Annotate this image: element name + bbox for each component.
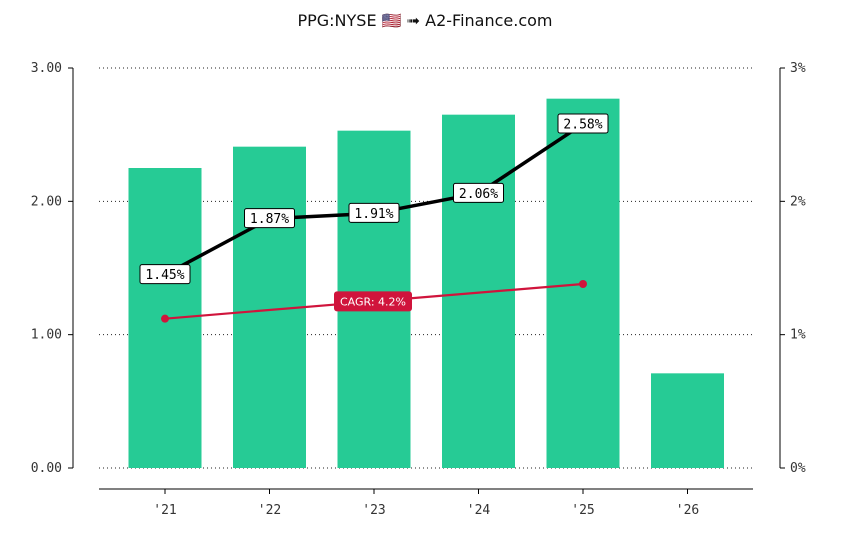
cagr-trend: CAGR: 4.2% (161, 280, 587, 323)
yield-data-label: 1.91% (354, 207, 393, 222)
chart-title: PPG:NYSE 🇺🇸 ➟ A2-Finance.com (297, 11, 553, 30)
yield-label-box (453, 182, 504, 203)
yield-label-box (244, 208, 295, 229)
yield-label-box (348, 202, 400, 223)
yield-series: 1.45% 1.87% 1.91% 2.06% 2.58% (139, 113, 609, 285)
x-tick-label: '21 (153, 503, 176, 518)
x-tick-label: '24 (467, 503, 491, 518)
cagr-end-point (579, 280, 587, 288)
y-tick-label-right: 3% (790, 61, 806, 76)
cagr-label: CAGR: 4.2% (340, 295, 406, 308)
yield-data-label: 2.58% (563, 118, 602, 133)
yield-label-box (139, 264, 191, 285)
axes (72, 68, 781, 490)
y-tick-label-left: 1.00 (31, 328, 62, 343)
y-tick-label-right: 0% (790, 461, 806, 476)
x-tick-label: '22 (258, 503, 281, 518)
grid-lines (99, 67, 753, 469)
tick-labels: 0.00 0% 1.00 1% 2.00 2% 3.00 3% '21 '22 '23 '24 '25 '… (31, 61, 806, 518)
x-tick-label: '25 (571, 503, 594, 518)
bars (128, 98, 724, 469)
cagr-start-point (161, 314, 169, 323)
yield-data-label: 1.87% (250, 212, 289, 227)
bar (651, 373, 724, 468)
y-tick-label-left: 3.00 (31, 61, 62, 76)
yield-data-label: 1.45% (145, 268, 184, 283)
yield-label-box (557, 113, 609, 134)
yield-data-label: 2.06% (459, 187, 498, 202)
y-tick-label-right: 2% (790, 194, 806, 209)
cagr-label-box (334, 291, 412, 312)
y-tick-label-left: 2.00 (31, 194, 62, 209)
y-tick-label-right: 1% (790, 328, 806, 343)
x-tick-label: '23 (362, 503, 385, 518)
x-tick-label: '26 (676, 503, 699, 518)
y-tick-label-left: 0.00 (31, 461, 62, 476)
